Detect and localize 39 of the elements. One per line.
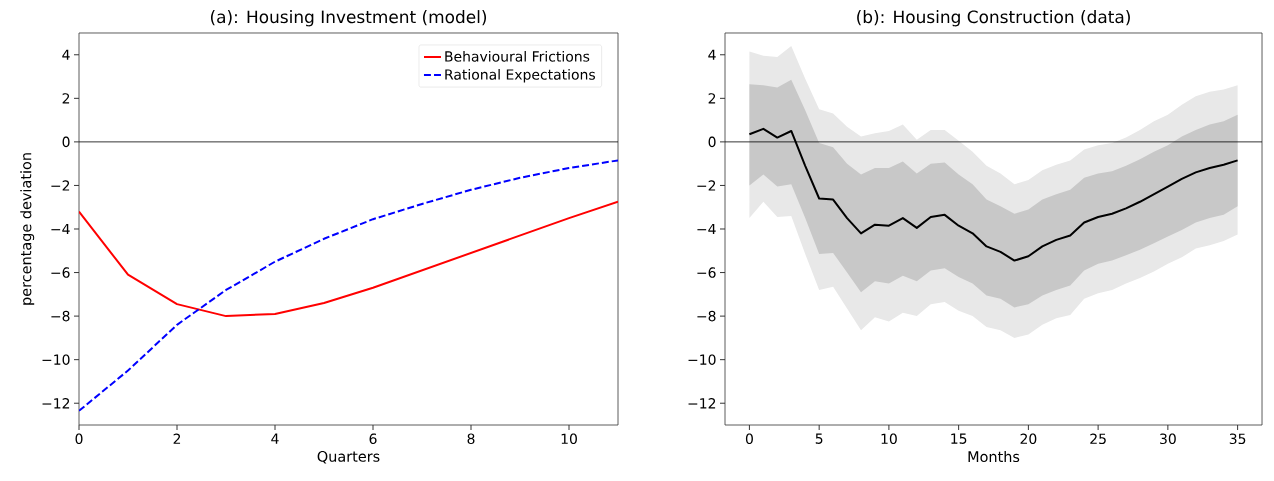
chart-title: (b): Housing Construction (data): [857, 10, 1130, 27]
x-tick-label: 25: [1090, 433, 1106, 445]
x-tick-label: 5: [815, 433, 823, 444]
x-tick-label: 10: [881, 433, 897, 445]
x-tick-label: 35: [1229, 433, 1246, 445]
y-tick-label: −12: [688, 398, 716, 409]
y-tick-label: −12: [42, 398, 70, 409]
y-tick-label: 0: [62, 136, 70, 148]
y-tick-label: −2: [51, 180, 70, 191]
x-tick-label: 0: [745, 433, 753, 445]
x-tick-label: 8: [467, 433, 475, 445]
y-tick-label: −4: [51, 223, 70, 235]
x-tick-label: 15: [951, 433, 967, 444]
x-tick-label: 30: [1160, 433, 1176, 445]
y-tick-label: −8: [697, 310, 716, 322]
y-tick-label: 2: [708, 93, 716, 104]
y-tick-label: 0: [708, 136, 716, 148]
x-tick-label: 0: [75, 433, 83, 445]
x-axis-title: Quarters: [317, 450, 380, 464]
y-tick-label: −4: [697, 223, 716, 235]
x-tick-label: 6: [369, 433, 377, 445]
x-tick-label: 2: [173, 433, 181, 444]
y-tick-label: −6: [697, 267, 716, 278]
x-tick-label: 20: [1020, 433, 1037, 445]
legend-label: Rational Expectations: [445, 69, 595, 83]
y-tick-label: 4: [708, 49, 716, 60]
chart-title: (a): Housing Investment (model): [210, 10, 487, 27]
y-tick-label: −2: [697, 180, 716, 191]
y-tick-label: 4: [62, 49, 70, 60]
y-axis-title: percentage deviation: [20, 153, 35, 305]
y-tick-label: −8: [51, 310, 70, 322]
y-tick-label: −10: [688, 354, 716, 365]
y-tick-label: −10: [42, 354, 70, 365]
y-tick-label: −6: [51, 267, 70, 278]
legend-label: Behavioural Frictions: [445, 50, 590, 62]
x-tick-label: 10: [561, 433, 577, 445]
y-tick-label: 2: [62, 93, 70, 104]
x-tick-label: 4: [271, 433, 279, 444]
x-axis-title: Months: [968, 450, 1020, 463]
